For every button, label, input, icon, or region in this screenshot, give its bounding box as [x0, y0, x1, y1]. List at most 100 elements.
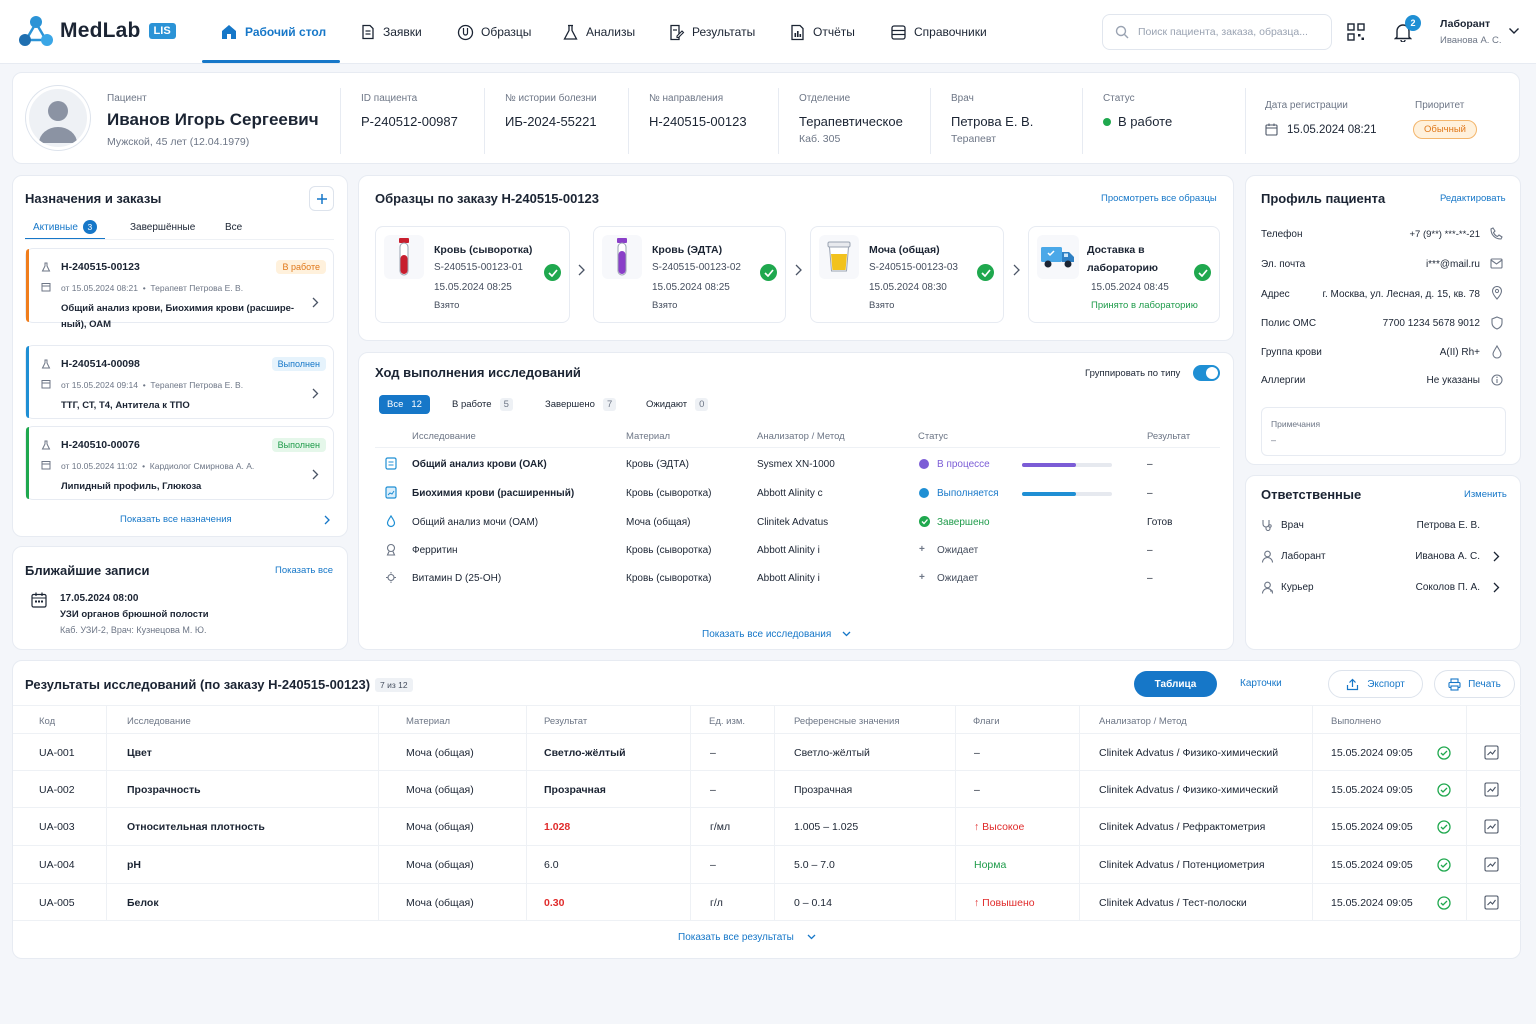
table-row[interactable]: UA-005 Белок Моча (общая) 0.30 г/л 0 – 0…: [13, 883, 1521, 921]
table-row[interactable]: Ферритин Кровь (сыворотка) Abbott Alinit…: [375, 537, 1220, 565]
nav-directories[interactable]: Справочники: [890, 0, 987, 64]
chevron-right-icon: [795, 264, 802, 276]
responsible-name: Соколов П. А.: [1415, 582, 1480, 593]
patient-demographics: Мужской, 45 лет (12.04.1979): [107, 136, 250, 148]
printer-icon: [1448, 677, 1461, 691]
nav-label: Справочники: [914, 25, 987, 39]
nav-samples[interactable]: Образцы: [457, 0, 531, 64]
test-material: Моча (общая): [626, 517, 691, 528]
chevron-right-icon[interactable]: [1493, 551, 1500, 562]
logo-molecule-icon: [18, 14, 54, 48]
chevron-right-icon[interactable]: [324, 515, 330, 525]
chevron-right-icon: [1013, 264, 1020, 276]
referral-number: Н-240515-00123: [649, 114, 747, 129]
nav-dashboard[interactable]: Рабочий стол: [220, 0, 326, 64]
sample-card[interactable]: Кровь (ЭДТА) S-240515-00123-02 15.05.202…: [593, 226, 786, 323]
priority-badge: Обычный: [1413, 120, 1477, 139]
chevron-down-icon[interactable]: [807, 934, 816, 940]
result-name: Прозрачность: [127, 784, 201, 796]
user-menu[interactable]: Лаборант Иванова А. С.: [1440, 18, 1502, 46]
sample-name: Моча (общая): [869, 244, 940, 256]
test-material: Кровь (сыворотка): [626, 488, 712, 499]
order-card[interactable]: Н-240515-00123 В работе от 15.05.2024 08…: [25, 248, 334, 330]
nav-reports[interactable]: Отчёты: [789, 0, 855, 64]
patient-id[interactable]: P-240512-00987: [361, 114, 458, 129]
chevron-down-icon[interactable]: [1508, 27, 1520, 35]
logo[interactable]: MedLab LIS: [18, 14, 176, 48]
profile-value: A(II) Rh+: [1439, 347, 1480, 358]
trend-chart-icon[interactable]: [1484, 819, 1499, 834]
result-flag-high: ↑ Высокое: [974, 821, 1025, 833]
group-by-type-toggle[interactable]: [1193, 365, 1220, 381]
add-order-button[interactable]: [309, 186, 334, 211]
chevron-right-icon[interactable]: [1493, 582, 1500, 593]
filter-waiting[interactable]: Ожидают 0: [646, 395, 709, 414]
test-method: Abbott Alinity i: [757, 573, 820, 584]
table-row[interactable]: UA-002 Прозрачность Моча (общая) Прозрач…: [13, 770, 1521, 807]
chevron-down-icon[interactable]: [842, 631, 851, 637]
show-all-tests-link[interactable]: Показать все исследования: [702, 629, 832, 640]
table-row[interactable]: Биохимия крови (расширенный) Кровь (сыво…: [375, 480, 1220, 508]
show-all-orders-link[interactable]: Показать все назначения: [120, 514, 232, 525]
sample-card[interactable]: Кровь (сыворотка) S-240515-00123-01 15.0…: [375, 226, 570, 323]
table-row[interactable]: Витамин D (25-OH) Кровь (сыворотка) Abbo…: [375, 565, 1220, 593]
nav-analyses[interactable]: Анализы: [562, 0, 635, 64]
trend-chart-icon[interactable]: [1484, 895, 1499, 910]
sample-card[interactable]: Моча (общая) S-240515-00123-03 15.05.202…: [810, 226, 1004, 323]
edit-profile-link[interactable]: Редактировать: [1440, 193, 1506, 204]
sun-icon: [385, 571, 397, 584]
global-search[interactable]: Поиск пациента, заказа, образца...: [1102, 14, 1332, 50]
tab-completed[interactable]: Завершённые: [130, 222, 196, 233]
responsible-role: Курьер: [1281, 582, 1314, 593]
view-all-samples-link[interactable]: Просмотреть все образцы: [1101, 193, 1217, 204]
nav-results[interactable]: Результаты: [668, 0, 755, 64]
qr-code-icon[interactable]: [1347, 23, 1365, 41]
view-table-button[interactable]: Таблица: [1134, 671, 1217, 697]
filter-completed[interactable]: Завершено 7: [545, 395, 617, 414]
mail-icon[interactable]: [1490, 258, 1503, 269]
search-icon: [1115, 25, 1129, 39]
result-reference: Прозрачная: [794, 784, 853, 796]
result-code: UA-001: [39, 747, 75, 759]
result-flag: –: [974, 747, 980, 759]
order-card[interactable]: Н-240510-00076 Выполнен от 10.05.2024 11…: [25, 426, 334, 500]
export-button[interactable]: Экспорт: [1328, 670, 1423, 698]
order-status-badge: Выполнен: [271, 357, 326, 371]
order-number: Н-240510-00076: [61, 439, 140, 451]
order-status-badge: В работе: [276, 260, 326, 274]
location-pin-icon[interactable]: [1491, 286, 1503, 300]
filter-all[interactable]: Все 12: [379, 395, 430, 414]
search-input[interactable]: Поиск пациента, заказа, образца...: [1138, 26, 1308, 38]
table-row[interactable]: Общий анализ крови (ОАК) Кровь (ЭДТА) Sy…: [375, 451, 1220, 479]
trend-chart-icon[interactable]: [1484, 782, 1499, 797]
show-all-appointments-link[interactable]: Показать все: [275, 565, 333, 576]
order-card[interactable]: Н-240514-00098 Выполнен от 15.05.2024 09…: [25, 345, 334, 419]
profile-label: Эл. почта: [1261, 259, 1306, 270]
view-cards-button[interactable]: Карточки: [1240, 678, 1282, 689]
table-row[interactable]: UA-004 pH Моча (общая) 6.0 – 5.0 – 7.0 Н…: [13, 845, 1521, 883]
test-status: Ожидает: [937, 573, 979, 584]
result-flag: –: [974, 784, 980, 796]
table-row[interactable]: Общий анализ мочи (ОАМ) Моча (общая) Cli…: [375, 509, 1220, 537]
print-button[interactable]: Печать: [1434, 670, 1515, 698]
notes-field[interactable]: Примечания –: [1261, 407, 1506, 456]
nav-requests[interactable]: Заявки: [360, 0, 422, 64]
edit-responsible-link[interactable]: Изменить: [1464, 489, 1507, 500]
tab-active[interactable]: Активные 3: [33, 220, 97, 234]
delivery-card[interactable]: Доставка в лабораторию 15.05.2024 08:45 П…: [1028, 226, 1220, 323]
profile-label: Аллергии: [1261, 375, 1306, 386]
tab-all[interactable]: Все: [225, 222, 243, 233]
result-unit: –: [710, 747, 716, 759]
show-all-results-link[interactable]: Показать все результаты: [678, 932, 794, 943]
trend-chart-icon[interactable]: [1484, 857, 1499, 872]
column-header: Референсные значения: [794, 716, 900, 727]
table-row[interactable]: UA-003 Относительная плотность Моча (общ…: [13, 807, 1521, 845]
result-material: Моча (общая): [406, 897, 474, 909]
filter-in-progress[interactable]: В работе 5: [452, 395, 513, 414]
test-icon: [385, 457, 397, 470]
phone-icon[interactable]: [1490, 227, 1503, 240]
result-name: pH: [127, 859, 141, 871]
result-code: UA-004: [39, 859, 75, 871]
table-row[interactable]: UA-001 Цвет Моча (общая) Светло-жёлтый –…: [13, 733, 1521, 770]
trend-chart-icon[interactable]: [1484, 745, 1499, 760]
